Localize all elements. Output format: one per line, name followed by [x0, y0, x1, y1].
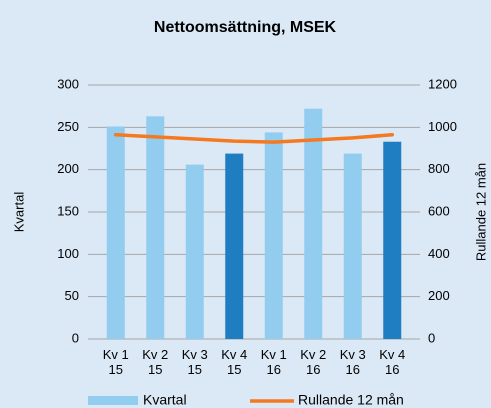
bar: [304, 108, 323, 339]
x-tick-label: Kv 4 16: [379, 347, 406, 377]
y2-tick-label: 800: [428, 161, 450, 176]
y2-tick-label: 200: [428, 288, 450, 303]
y-axis-title: Kvartal: [11, 192, 26, 233]
bar: [264, 132, 283, 339]
x-tick-label: Kv 2 15: [142, 347, 169, 377]
y2-tick-label: 400: [428, 246, 450, 261]
line: [114, 132, 394, 144]
y2-axis-title: Rullande 12 mån: [473, 163, 488, 261]
bar: [343, 153, 362, 339]
bar: [185, 164, 204, 339]
bar: [225, 153, 244, 339]
y-tick-label: 300: [57, 76, 79, 91]
y-tick-label: 0: [72, 330, 79, 345]
x-tick-label: Kv 4 15: [221, 347, 248, 377]
y2-tick-label: 600: [428, 203, 450, 218]
legend-label: Kvartal: [143, 392, 187, 408]
x-tick-label: Kv 2 16: [300, 347, 327, 377]
x-tick-label: Kv 3 16: [339, 347, 366, 377]
y-tick-label: 150: [57, 203, 79, 218]
y-tick-label: 100: [57, 246, 79, 261]
bar: [383, 141, 402, 339]
y2-tick-label: 0: [428, 330, 435, 345]
y-tick-label: 200: [57, 161, 79, 176]
chart-title: Nettoomsättning, MSEK: [154, 19, 337, 36]
legend-label: Rullande 12 mån: [298, 392, 404, 408]
bar: [106, 126, 125, 339]
x-tick-label: Kv 1 15: [102, 347, 129, 377]
y2-tick-label: 1000: [428, 119, 457, 134]
bar: [146, 116, 165, 340]
legend-swatch: [88, 396, 138, 405]
y-tick-label: 50: [65, 288, 79, 303]
x-tick-label: Kv 3 15: [181, 347, 208, 377]
x-tick-label: Kv 1 16: [260, 347, 287, 377]
y-tick-label: 250: [57, 119, 79, 134]
y2-tick-label: 1200: [428, 76, 457, 91]
